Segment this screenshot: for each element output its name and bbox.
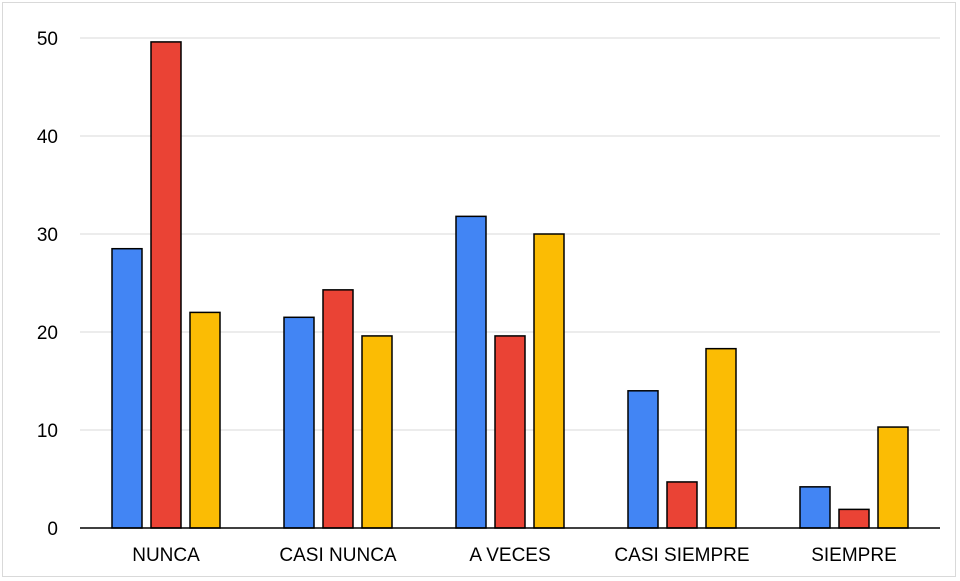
bar-3-casi-nunca xyxy=(361,335,393,529)
bar-1-casi-nunca xyxy=(283,316,315,529)
y-tick-label: 20 xyxy=(37,323,58,344)
bar-2-casi-siempre xyxy=(666,481,698,529)
gridlines xyxy=(80,37,940,431)
bar-3-nunca xyxy=(189,311,221,529)
y-axis-ticks: 0 10 20 30 40 50 xyxy=(37,29,58,540)
bar-2-casi-nunca xyxy=(322,289,354,529)
bar-3-siempre xyxy=(877,426,909,529)
bar-3-casi-siempre xyxy=(705,347,737,529)
x-tick-label: NUNCA xyxy=(132,545,200,566)
bar-1-a-veces xyxy=(455,215,487,529)
y-tick-label: 50 xyxy=(37,29,58,50)
x-axis-ticks: NUNCA CASI NUNCA A VECES CASI SIEMPRE SIEMPR… xyxy=(132,545,897,566)
x-tick-label: CASI NUNCA xyxy=(279,545,397,566)
x-tick-label: CASI SIEMPRE xyxy=(614,545,749,566)
bar-1-siempre xyxy=(799,486,831,529)
bar-2-siempre xyxy=(838,508,870,529)
y-tick-label: 30 xyxy=(37,225,58,246)
x-tick-label: A VECES xyxy=(469,545,550,566)
y-tick-label: 40 xyxy=(37,127,58,148)
bar-2-nunca xyxy=(150,41,182,529)
y-tick-label: 0 xyxy=(47,519,58,540)
y-tick-label: 10 xyxy=(37,421,58,442)
bar-2-a-veces xyxy=(494,335,526,529)
x-tick-label: SIEMPRE xyxy=(811,545,897,566)
bar-3-a-veces xyxy=(533,233,565,529)
bar-1-nunca xyxy=(111,247,143,529)
bar-1-casi-siempre xyxy=(627,390,659,529)
bars xyxy=(111,41,909,529)
